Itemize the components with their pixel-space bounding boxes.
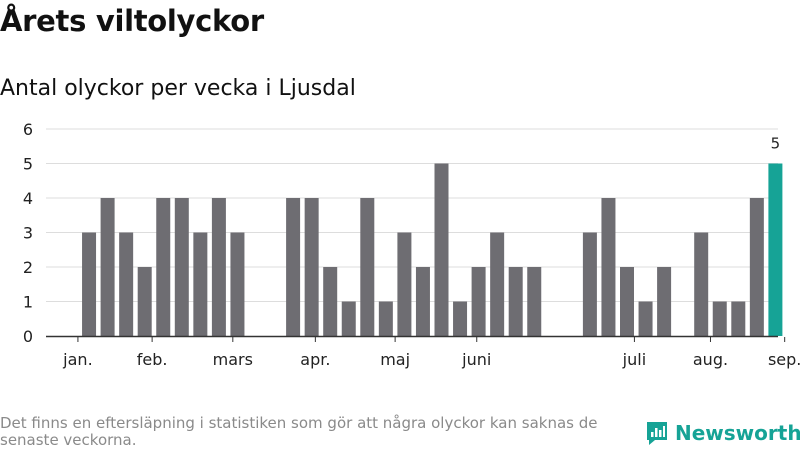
bar (694, 232, 709, 336)
bar (193, 232, 208, 336)
data-label: 5 (771, 135, 781, 153)
bar (657, 267, 672, 336)
bar (323, 267, 338, 336)
bar (378, 301, 393, 336)
bar (100, 198, 115, 336)
x-tick-label: aug. (693, 350, 728, 369)
bar (304, 198, 319, 336)
bar-highlight (768, 163, 783, 336)
x-tick-label: sep. (768, 350, 800, 369)
bar (453, 301, 468, 336)
chart-subtitle: Antal olyckor per vecka i Ljusdal (0, 76, 356, 101)
bar (286, 198, 301, 336)
bar (156, 198, 171, 336)
y-tick-label: 0 (23, 327, 33, 346)
bar (638, 301, 653, 336)
brand-name: Newsworthy (675, 421, 800, 445)
bar (731, 301, 746, 336)
brand: Newsworthy (645, 420, 800, 446)
x-tick-label: maj (380, 350, 410, 369)
y-tick-label: 2 (23, 258, 33, 277)
bar (82, 232, 97, 336)
bar (527, 267, 542, 336)
bar (341, 301, 356, 336)
bar (360, 198, 375, 336)
x-tick-label: juli (622, 350, 646, 369)
bar (601, 198, 616, 336)
bar (230, 232, 245, 336)
bar (174, 198, 189, 336)
x-tick-label: apr. (300, 350, 330, 369)
bar-chart: 0 1 2 3 4 5 6 5 jan. feb. mars apr. maj juni juli aug. s… (23, 120, 800, 369)
bar (415, 267, 430, 336)
y-tick-label: 1 (23, 293, 33, 312)
x-tick-label: jan. (62, 350, 92, 369)
x-tick-label: mars (213, 350, 253, 369)
bar (397, 232, 412, 336)
bar (582, 232, 597, 336)
x-tick-label: juni (461, 350, 491, 369)
bar (119, 232, 134, 336)
y-tick-label: 3 (23, 224, 33, 243)
bar (508, 267, 523, 336)
y-tick-label: 6 (23, 120, 33, 139)
bar (620, 267, 634, 336)
newsworthy-logo-icon (647, 422, 667, 445)
bar (434, 163, 449, 336)
bar (712, 301, 727, 336)
chart-title: Årets viltolyckor (0, 4, 264, 38)
bar (137, 267, 152, 336)
bar (211, 198, 226, 336)
bar (471, 267, 486, 336)
x-tick-label: feb. (137, 350, 168, 369)
bar (490, 232, 505, 336)
y-tick-label: 5 (23, 155, 33, 174)
y-tick-label: 4 (23, 189, 33, 208)
footnote: Det finns en eftersläpning i statistiken… (0, 414, 598, 449)
bar (749, 198, 764, 336)
